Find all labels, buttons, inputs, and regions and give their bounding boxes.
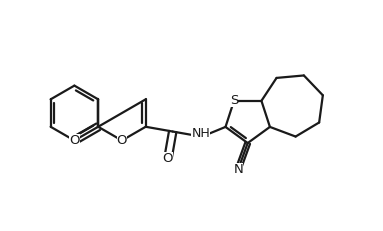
Text: S: S xyxy=(230,94,238,107)
Text: NH: NH xyxy=(192,127,210,140)
Text: O: O xyxy=(117,134,127,147)
Text: O: O xyxy=(163,152,173,165)
Text: N: N xyxy=(233,163,243,176)
Text: O: O xyxy=(69,134,80,147)
